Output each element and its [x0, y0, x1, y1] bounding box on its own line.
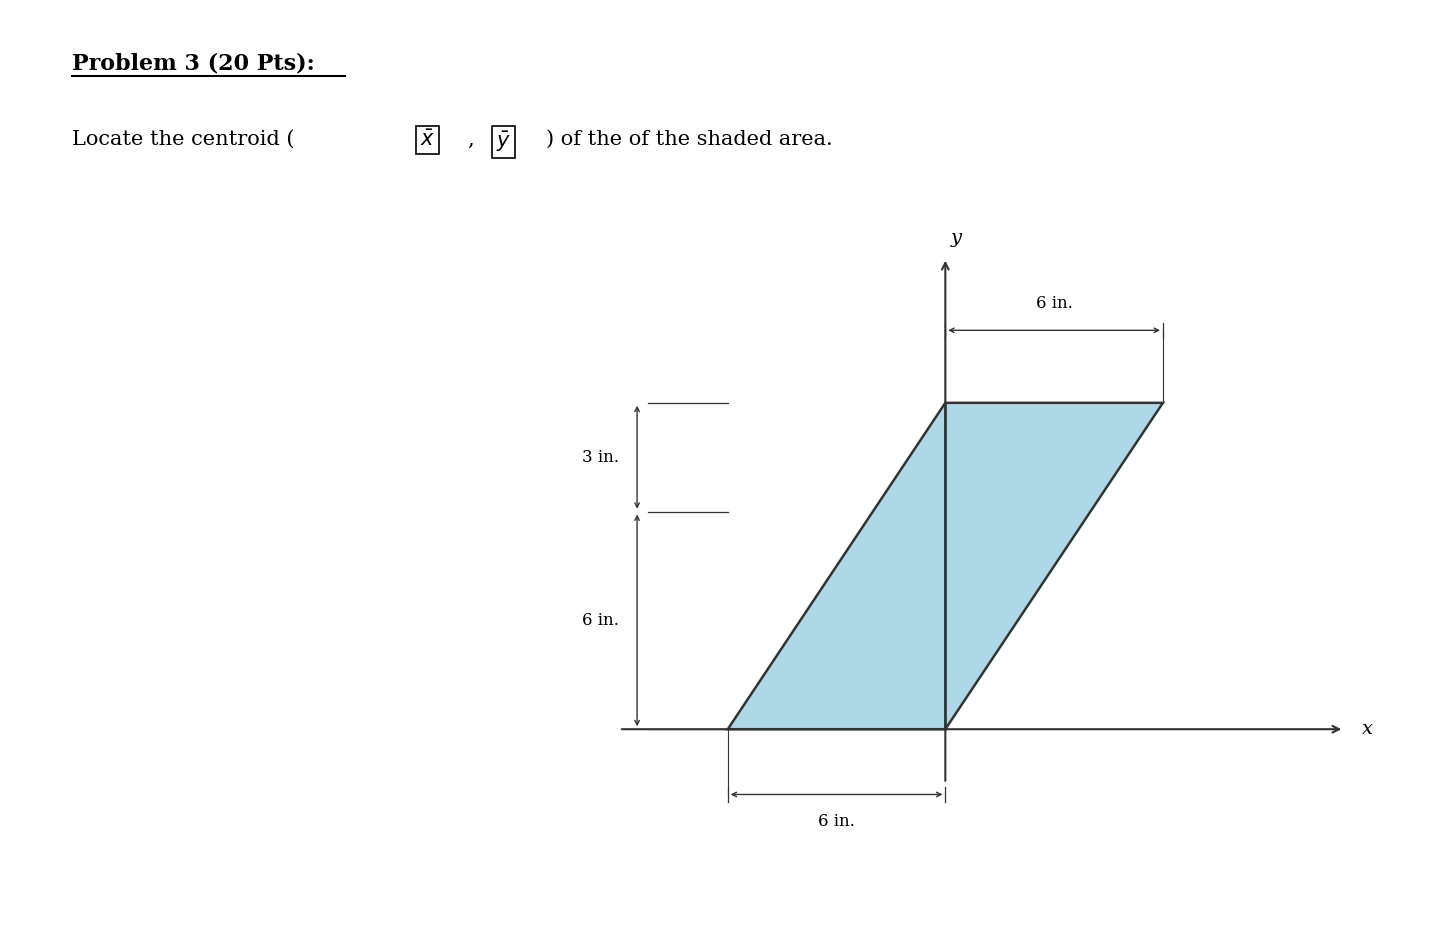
Text: $\bar{y}$: $\bar{y}$ — [496, 130, 512, 154]
Text: 3 in.: 3 in. — [582, 448, 618, 465]
Text: 6 in.: 6 in. — [818, 813, 856, 830]
Text: ,: , — [467, 130, 475, 149]
Text: $\bar{x}$: $\bar{x}$ — [420, 130, 434, 150]
Text: ) of the of the shaded area.: ) of the of the shaded area. — [546, 130, 833, 149]
Text: Problem 3 (20 Pts):: Problem 3 (20 Pts): — [72, 52, 315, 74]
Text: 6 in.: 6 in. — [1035, 295, 1073, 312]
Text: y: y — [951, 229, 962, 247]
Text: 6 in.: 6 in. — [582, 612, 618, 629]
Polygon shape — [728, 403, 1163, 729]
Text: Locate the centroid (: Locate the centroid ( — [72, 130, 295, 149]
Text: x: x — [1362, 720, 1373, 738]
